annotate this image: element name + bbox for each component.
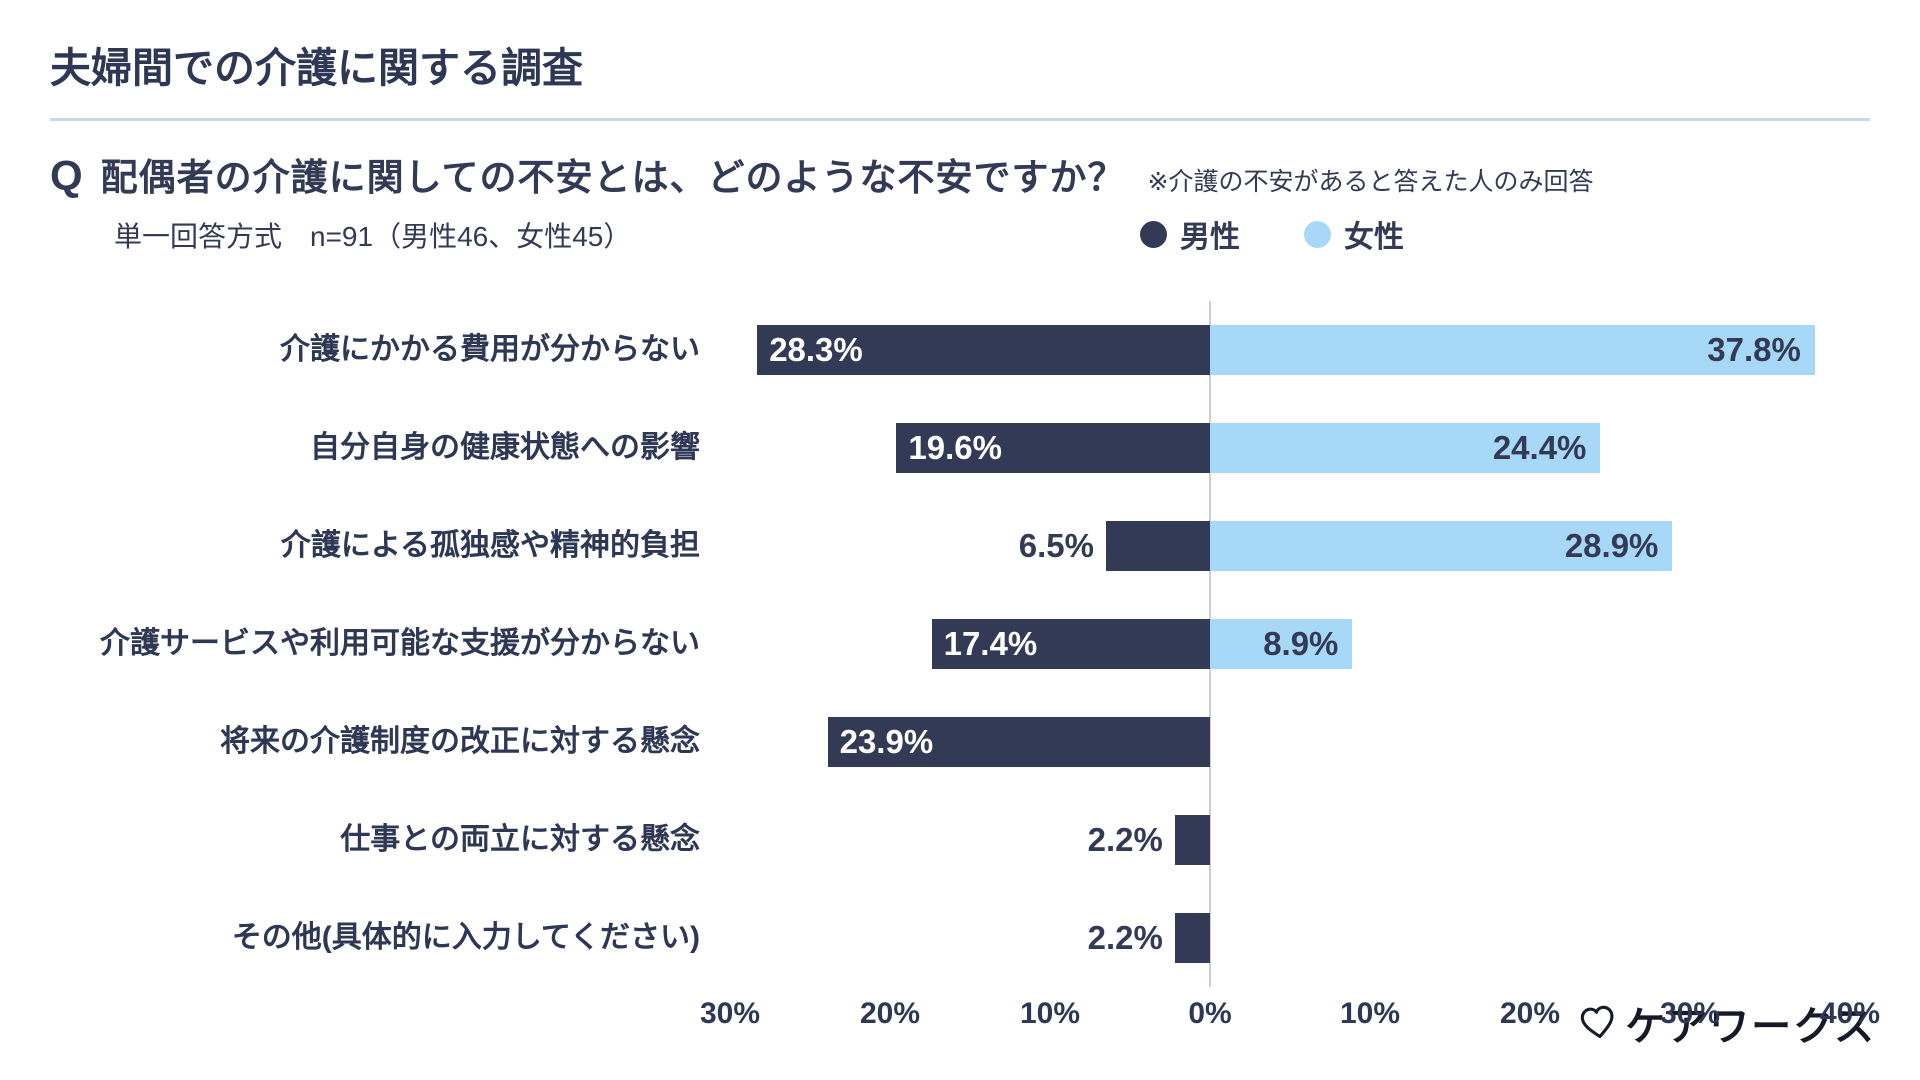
heart-outline-icon — [1581, 1005, 1614, 1039]
female-bar — [1210, 423, 1601, 473]
male-value-label: 28.3% — [769, 331, 863, 368]
chart-legend: 男性 女性 — [1140, 212, 1404, 256]
question-text: 配偶者の介護に関しての不安とは、どのような不安ですか？ — [100, 157, 1126, 198]
male-bar — [1106, 521, 1210, 571]
female-bar — [1210, 521, 1673, 571]
chart-row: 介護による孤独感や精神的負担 6.5% 28.9% — [50, 497, 1870, 595]
axis-ticks: 30% 20% 10% 0% 10% 20% 30% 40% — [700, 991, 1880, 1037]
survey-method: 単一回答方式 n=91（男性46、女性45） — [114, 221, 632, 252]
male-value-label: 17.4% — [943, 625, 1038, 662]
category-label: その他(具体的に入力してください) — [231, 921, 700, 954]
axis-row: 30% 20% 10% 0% 10% 20% 30% 40% — [50, 991, 1880, 1037]
axis-spacer — [50, 991, 730, 1037]
male-bar — [757, 325, 1210, 375]
category-label: 将来の介護制度の改正に対する懸念 — [220, 725, 700, 758]
legend-swatch-icon — [1140, 220, 1167, 248]
male-value-label: 6.5% — [1018, 527, 1094, 564]
female-value-label: 28.9% — [1564, 527, 1659, 564]
question-note: ※介護の不安があると答えた人のみ回答 — [1147, 168, 1594, 196]
brand-logo-text: ケアワークス — [1625, 1005, 1876, 1049]
chart-row: 将来の介護制度の改正に対する懸念 23.9% — [50, 693, 1870, 791]
question-marker: Q — [50, 152, 83, 199]
category-label: 自分自身の健康状態への影響 — [310, 431, 700, 464]
category-label: 介護による孤独感や精神的負担 — [280, 529, 700, 562]
bar-area: 23.9% — [730, 693, 1870, 791]
category-label: 仕事との両立に対する懸念 — [340, 823, 700, 856]
female-value-label: 24.4% — [1492, 429, 1587, 466]
bar-area: 2.2% — [730, 791, 1870, 889]
bar-area: 17.4% 8.9% — [730, 595, 1870, 693]
chart-row: 自分自身の健康状態への影響 19.6% 24.4% — [50, 399, 1870, 497]
category-label: 介護サービスや利用可能な支援が分からない — [100, 627, 700, 660]
chart: 介護にかかる費用が分からない 28.3% 37.8% 自分自身の健康状態への影響 19.… — [50, 301, 1880, 1037]
male-bar — [931, 619, 1210, 669]
male-bar — [896, 423, 1210, 473]
legend-swatch-icon — [1304, 220, 1331, 248]
axis-tick-label: 20% — [1499, 997, 1561, 1030]
male-value-label: 19.6% — [908, 429, 1002, 466]
brand-logo: ケアワークス — [1579, 994, 1876, 1052]
chart-row: その他(具体的に入力してください) 2.2% — [50, 889, 1870, 987]
axis-tick-label: 40% — [1819, 997, 1881, 1030]
bar-area: 28.3% 37.8% — [730, 301, 1870, 399]
axis-tick-label: 20% — [859, 997, 921, 1030]
legend-item: 男性 — [1140, 212, 1240, 256]
male-value-label: 2.2% — [1087, 821, 1163, 858]
question-row: Q 配偶者の介護に関しての不安とは、どのような不安ですか？ ※介護の不安があると… — [50, 147, 1870, 201]
male-value-label: 23.9% — [839, 723, 934, 760]
male-value-label: 2.2% — [1087, 919, 1163, 956]
axis-tick-label: 30% — [699, 997, 761, 1030]
chart-row: 介護サービスや利用可能な支援が分からない 17.4% 8.9% — [50, 595, 1870, 693]
page-title: 夫婦間での介護に関する調査 — [50, 18, 1870, 121]
axis-tick-label: 10% — [1339, 997, 1401, 1030]
female-bar — [1210, 619, 1353, 669]
female-value-label: 37.8% — [1707, 331, 1801, 368]
category-label: 介護にかかる費用が分からない — [280, 333, 700, 366]
bar-area: 2.2% — [730, 889, 1870, 987]
male-bar — [827, 717, 1210, 767]
axis-tick-label: 10% — [1019, 997, 1081, 1030]
legend-label: 女性 — [1344, 221, 1404, 254]
chart-row: 介護にかかる費用が分からない 28.3% 37.8% — [50, 301, 1870, 399]
legend-label: 男性 — [1180, 221, 1240, 254]
chart-rows: 介護にかかる費用が分からない 28.3% 37.8% 自分自身の健康状態への影響 19.… — [50, 301, 1870, 987]
female-bar — [1210, 325, 1815, 375]
legend-item: 女性 — [1304, 212, 1404, 256]
male-bar — [1174, 815, 1210, 865]
axis-tick-label: 30% — [1659, 997, 1721, 1030]
female-value-label: 8.9% — [1263, 625, 1339, 662]
male-bar — [1174, 913, 1210, 963]
chart-row: 仕事との両立に対する懸念 2.2% — [50, 791, 1870, 889]
bar-area: 6.5% 28.9% — [730, 497, 1870, 595]
bar-area: 19.6% 24.4% — [730, 399, 1870, 497]
axis-tick-label: 0% — [1188, 997, 1232, 1030]
